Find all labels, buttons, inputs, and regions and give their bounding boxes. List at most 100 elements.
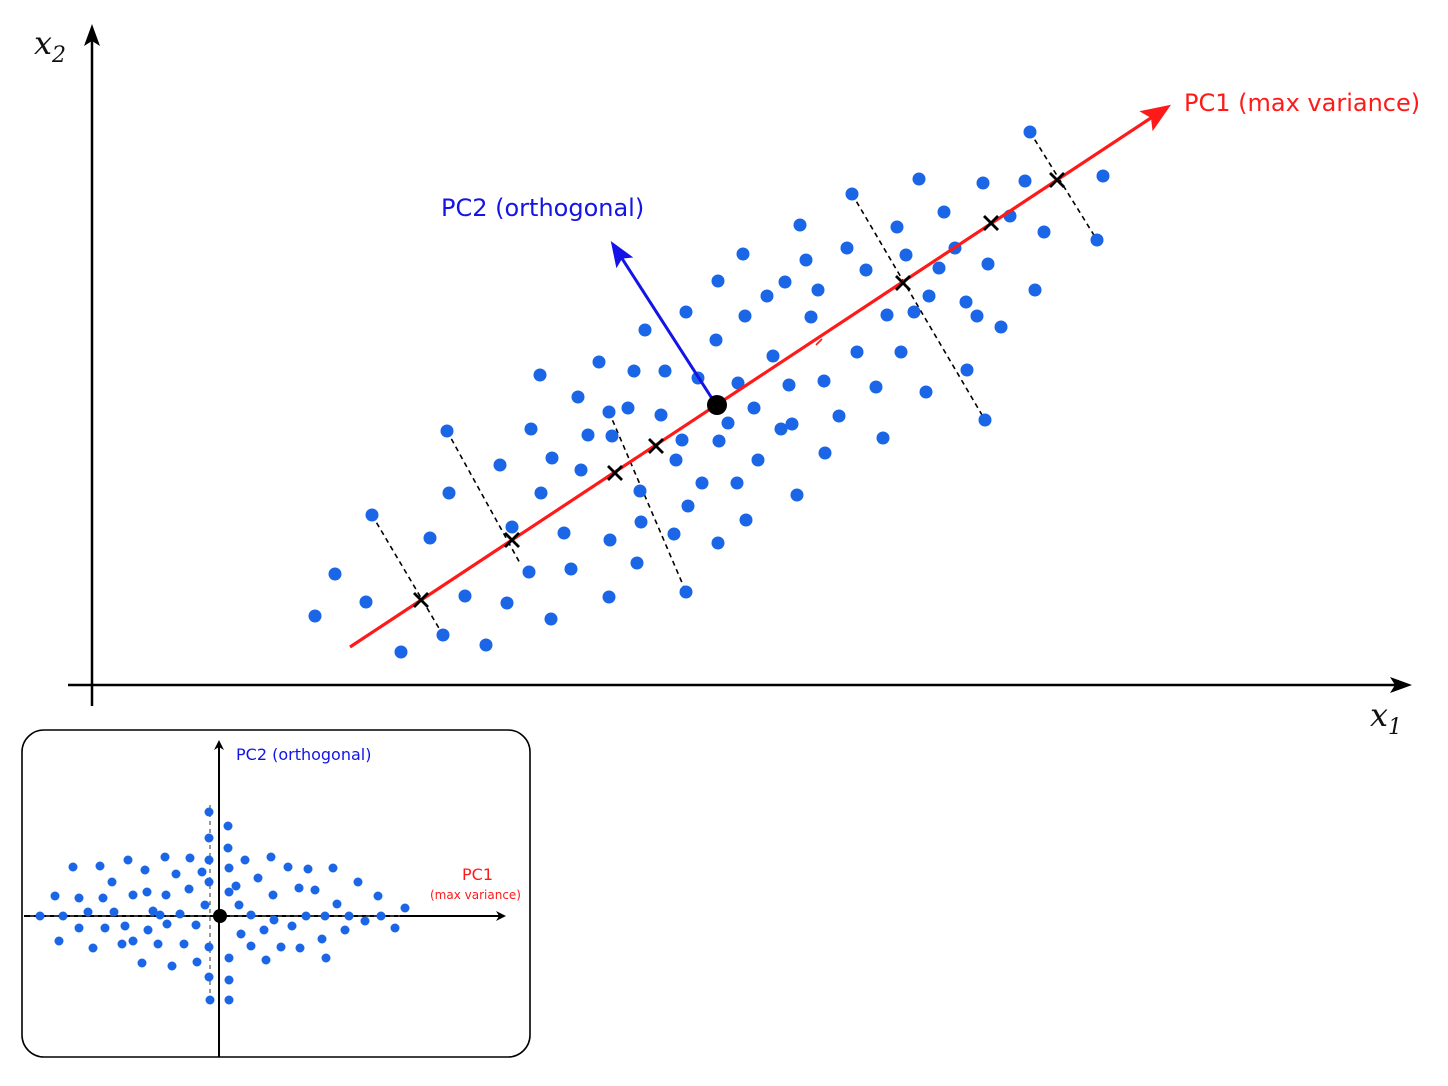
inset-data-point bbox=[35, 911, 45, 921]
inset-data-point bbox=[205, 995, 215, 1005]
data-point bbox=[845, 187, 859, 201]
inset-data-point bbox=[185, 853, 195, 863]
data-point bbox=[524, 422, 538, 436]
data-point bbox=[799, 253, 813, 267]
inset-data-points bbox=[35, 807, 410, 1005]
inset-data-point bbox=[128, 890, 138, 900]
data-point bbox=[932, 261, 946, 275]
inset-data-point bbox=[328, 863, 338, 873]
inset-data-point bbox=[162, 919, 172, 929]
inset-data-point bbox=[98, 893, 108, 903]
data-point bbox=[711, 536, 725, 550]
inset-data-point bbox=[191, 920, 201, 930]
inset-data-point bbox=[74, 923, 84, 933]
inset-data-point bbox=[204, 877, 214, 887]
data-point bbox=[544, 612, 558, 626]
data-point bbox=[602, 590, 616, 604]
inset-data-point bbox=[224, 995, 234, 1005]
data-point bbox=[308, 609, 322, 623]
inset-data-point bbox=[261, 955, 271, 965]
data-point bbox=[850, 345, 864, 359]
data-point bbox=[638, 323, 652, 337]
data-point bbox=[658, 364, 672, 378]
inset-data-point bbox=[68, 862, 78, 872]
data-point bbox=[1023, 125, 1037, 139]
data-point bbox=[679, 305, 693, 319]
data-point bbox=[681, 499, 695, 513]
data-point bbox=[760, 289, 774, 303]
inset-pc1-sublabel: (max variance) bbox=[430, 888, 521, 902]
projection-cross bbox=[983, 215, 999, 231]
inset-data-point bbox=[140, 865, 150, 875]
data-point bbox=[880, 308, 894, 322]
data-point bbox=[602, 405, 616, 419]
data-point bbox=[592, 355, 606, 369]
data-point bbox=[669, 453, 683, 467]
data-point bbox=[328, 567, 342, 581]
inset-data-point bbox=[224, 863, 234, 873]
inset-data-point bbox=[148, 906, 158, 916]
inset-data-point bbox=[266, 852, 276, 862]
inset-data-point bbox=[54, 936, 64, 946]
inset-data-point bbox=[175, 909, 185, 919]
inset-data-point bbox=[269, 915, 279, 925]
data-point bbox=[899, 248, 913, 262]
inset-data-point bbox=[204, 942, 214, 952]
data-point bbox=[840, 241, 854, 255]
data-point bbox=[564, 562, 578, 576]
inset-data-point bbox=[153, 939, 163, 949]
data-point bbox=[1096, 169, 1110, 183]
projection-markers bbox=[413, 172, 1065, 608]
data-point bbox=[493, 458, 507, 472]
data-point bbox=[919, 385, 933, 399]
inset-data-point bbox=[83, 907, 93, 917]
inset-data-point bbox=[373, 891, 383, 901]
inset-data-point bbox=[246, 910, 256, 920]
x1-axis-label: x1 bbox=[1370, 696, 1402, 740]
inset-data-point bbox=[167, 961, 177, 971]
inset-data-point bbox=[223, 821, 233, 831]
data-point bbox=[730, 476, 744, 490]
data-point bbox=[365, 508, 379, 522]
inset-data-point bbox=[107, 877, 117, 887]
inset-data-point bbox=[344, 911, 354, 921]
inset-data-point bbox=[179, 939, 189, 949]
data-point bbox=[533, 368, 547, 382]
inset-data-point bbox=[160, 852, 170, 862]
data-point bbox=[981, 257, 995, 271]
data-point bbox=[890, 220, 904, 234]
inset-data-point bbox=[58, 911, 68, 921]
inset-data-point bbox=[340, 925, 350, 935]
inset-data-point bbox=[171, 869, 181, 879]
data-point bbox=[970, 309, 984, 323]
inset-data-point bbox=[259, 925, 269, 935]
data-points bbox=[308, 125, 1110, 659]
data-point bbox=[793, 218, 807, 232]
inset-data-point bbox=[400, 903, 410, 913]
pc1-label: PC1 (max variance) bbox=[1184, 89, 1420, 117]
inset-data-point bbox=[276, 942, 286, 952]
inset-data-point bbox=[360, 916, 370, 926]
pc2-label: PC2 (orthogonal) bbox=[441, 194, 644, 222]
inset-data-point bbox=[204, 972, 214, 982]
inset-data-point bbox=[184, 884, 194, 894]
projection-cross bbox=[895, 275, 911, 291]
data-point bbox=[736, 247, 750, 261]
data-point bbox=[605, 429, 619, 443]
data-point bbox=[1037, 225, 1051, 239]
data-point bbox=[976, 176, 990, 190]
data-point bbox=[994, 320, 1008, 334]
inset-data-point bbox=[223, 843, 233, 853]
data-point bbox=[790, 488, 804, 502]
inset-data-point bbox=[117, 939, 127, 949]
data-point bbox=[581, 428, 595, 442]
inset-data-point bbox=[317, 934, 327, 944]
inset-data-point bbox=[287, 921, 297, 931]
data-point bbox=[1090, 233, 1104, 247]
pc1-arrow bbox=[349, 104, 1172, 649]
inset-data-point bbox=[204, 855, 214, 865]
data-point bbox=[774, 422, 788, 436]
data-point bbox=[739, 513, 753, 527]
data-point bbox=[738, 309, 752, 323]
data-point bbox=[832, 409, 846, 423]
